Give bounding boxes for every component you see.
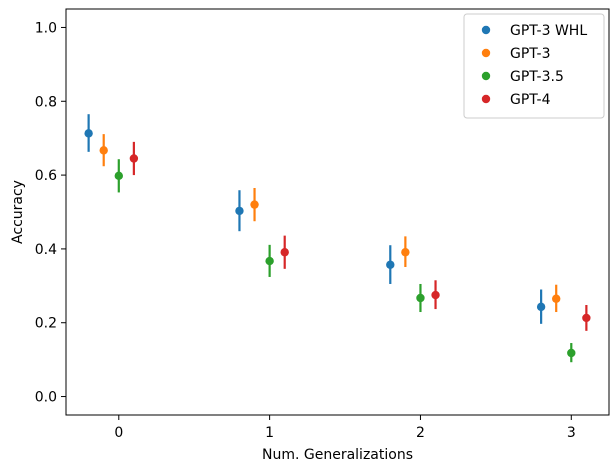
data-point: [235, 206, 244, 216]
y-tick-label: 0.6: [35, 168, 57, 184]
plot-frame: [65, 8, 610, 416]
data-point: [84, 129, 93, 138]
y-tick-label: 0.4: [35, 242, 57, 258]
data-point: [536, 302, 546, 312]
legend-box: [463, 13, 605, 119]
data-point: [250, 200, 259, 209]
data-point: [416, 293, 425, 303]
y-tick-label: 0.0: [35, 390, 57, 406]
data-point: [567, 348, 576, 358]
legend-marker: [481, 25, 491, 35]
legend-marker: [481, 71, 491, 81]
data-point: [401, 248, 410, 257]
data-point: [552, 294, 561, 303]
data-point: [99, 146, 108, 155]
data-point: [265, 256, 274, 266]
y-tick-label: 0.2: [35, 316, 57, 332]
y-tick-label: 0.8: [35, 94, 57, 110]
data-point: [129, 154, 139, 163]
x-axis-label: Num. Generalizations: [262, 447, 413, 462]
plot-marks: [84, 114, 591, 363]
data-point: [582, 313, 591, 323]
x-tick-label: 1: [265, 425, 274, 441]
data-point: [431, 290, 440, 300]
legend-marker: [481, 48, 491, 58]
legend-label: GPT-3 WHL: [510, 23, 587, 39]
x-tick-label: 0: [114, 425, 123, 441]
y-tick-label: 1.0: [35, 20, 57, 36]
y-axis-label: Accuracy: [10, 180, 26, 244]
data-point: [114, 171, 123, 181]
legend: GPT-3 WHL GPT-3 GPT-3.5 GPT-4: [463, 13, 605, 119]
y-axis: 0.0 0.2 0.4 0.6 0.8 1.0: [35, 20, 66, 406]
legend-label: GPT-3.5: [510, 69, 564, 85]
legend-marker: [481, 94, 491, 104]
x-tick-label: 3: [567, 425, 576, 441]
x-tick-label: 2: [416, 425, 425, 441]
x-axis: 0 1 2 3: [114, 415, 576, 441]
data-point: [280, 248, 289, 257]
data-point: [386, 260, 395, 269]
legend-label: GPT-3: [510, 46, 551, 62]
legend-label: GPT-4: [510, 92, 551, 108]
